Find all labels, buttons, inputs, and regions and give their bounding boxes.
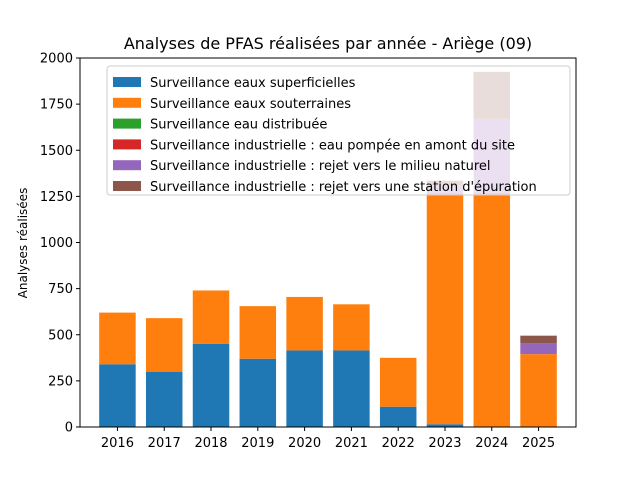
legend-swatch-4 [113, 139, 141, 150]
bar-2025-series-6 [520, 335, 557, 344]
bar-2022-series-2 [379, 357, 417, 407]
y-tick-label-2000: 2000 [40, 52, 73, 67]
legend-swatch-5 [113, 160, 141, 171]
x-tick-label-2022: 2022 [382, 436, 415, 451]
bar-2023-series-2 [426, 194, 464, 425]
bar-2025-series-5 [520, 343, 557, 355]
legend-label-2: Surveillance eaux souterraines [150, 97, 351, 112]
bar-2020-series-2 [286, 296, 323, 351]
x-tick-label-2018: 2018 [194, 436, 227, 451]
bar-2023-series-1 [426, 424, 464, 427]
x-tick-label-2021: 2021 [335, 436, 368, 451]
y-tick-label-0: 0 [65, 421, 73, 436]
y-tick-label-1000: 1000 [40, 236, 73, 251]
bar-2016-series-1 [99, 364, 136, 427]
legend-swatch-2 [113, 97, 141, 108]
bar-2016-series-2 [99, 312, 136, 365]
bar-2021-series-2 [333, 304, 370, 351]
bar-2018-series-2 [192, 290, 230, 344]
legend-label-3: Surveillance eau distribuée [150, 118, 327, 133]
bar-2018-series-1 [192, 343, 230, 427]
x-tick-label-2020: 2020 [288, 436, 321, 451]
bar-2022-series-1 [379, 406, 417, 427]
x-tick-label-2016: 2016 [101, 436, 134, 451]
bar-2019-series-1 [239, 358, 277, 427]
legend-box [106, 65, 571, 196]
y-tick-label-1500: 1500 [40, 144, 73, 159]
x-tick-label-2017: 2017 [148, 436, 181, 451]
y-tick-label-500: 500 [48, 328, 73, 343]
bar-2017-series-1 [145, 371, 183, 427]
y-tick-label-750: 750 [48, 282, 73, 297]
y-tick-label-1250: 1250 [40, 190, 73, 205]
bar-2020-series-1 [286, 350, 323, 427]
bar-2021-series-1 [333, 350, 370, 427]
axes-layer: 0 250 500 750 1000 1250 1500 1750 2000 2016 2017 20… [40, 52, 577, 451]
legend: Surveillance eaux superficielles Surveill… [106, 65, 571, 196]
legend-label-6: Surveillance industrielle : rejet vers u… [150, 180, 537, 195]
bars-layer [99, 71, 557, 427]
bar-2017-series-2 [145, 318, 183, 372]
x-tick-label-2023: 2023 [428, 436, 461, 451]
bar-2025-series-2 [520, 354, 557, 427]
y-tick-label-250: 250 [48, 374, 73, 389]
legend-label-1: Surveillance eaux superficielles [150, 76, 356, 91]
y-tick-label-1750: 1750 [40, 98, 73, 113]
y-axis-label: Analyses réalisées [16, 188, 30, 299]
chart-title: Analyses de PFAS réalisées par année - A… [124, 34, 532, 53]
bar-2024-series-2 [473, 194, 511, 427]
legend-swatch-1 [113, 77, 141, 87]
legend-swatch-6 [113, 181, 141, 191]
legend-label-4: Surveillance industrielle : eau pompée e… [150, 138, 515, 153]
x-tick-label-2025: 2025 [522, 436, 555, 451]
legend-swatch-3 [113, 118, 141, 129]
x-tick-label-2024: 2024 [475, 436, 508, 451]
legend-label-5: Surveillance industrielle : rejet vers l… [150, 159, 491, 174]
bar-2019-series-2 [239, 306, 277, 359]
x-tick-label-2019: 2019 [241, 436, 274, 451]
